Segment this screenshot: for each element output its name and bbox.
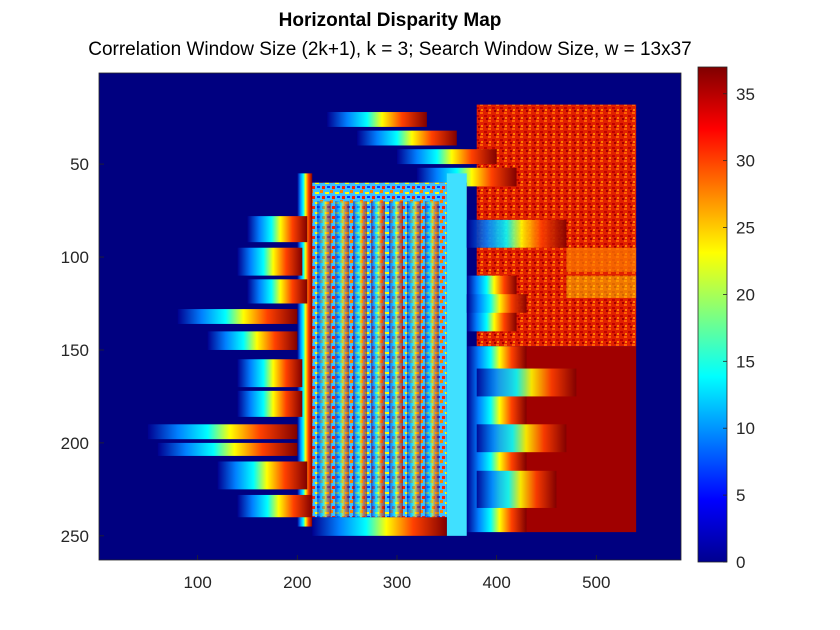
streak-left [237, 359, 303, 388]
axes-box [98, 72, 682, 561]
streak-left [157, 442, 298, 456]
streak-left [247, 216, 308, 243]
frame-column-streak [371, 201, 386, 518]
streak-left [247, 279, 308, 304]
streak-upper [396, 149, 497, 165]
streak-right [466, 219, 567, 248]
streak-upper [327, 112, 427, 127]
y-tick-label: 50 [70, 155, 89, 174]
y-tick-label: 250 [61, 527, 89, 546]
colorbar [697, 66, 728, 563]
frame-bottom [312, 517, 447, 536]
region-upper-right-streak [566, 275, 637, 298]
chart-title: Horizontal Disparity Map [278, 10, 502, 31]
frame-column-streak [406, 201, 421, 518]
y-tick-label: 200 [61, 434, 89, 453]
colorbar-tick-label: 10 [736, 419, 755, 438]
streak-upper [357, 130, 457, 146]
streak-left [207, 331, 298, 350]
streak-left [217, 461, 308, 490]
frame-column-streak [389, 201, 403, 518]
colorbar-ticks: 0 5 10 15 20 25 30 35 [723, 85, 755, 572]
streak-left [237, 494, 313, 518]
colorbar-tick-label: 35 [736, 85, 755, 104]
streak-left [147, 424, 298, 440]
x-tick-label: 300 [383, 573, 411, 592]
x-tick-label: 500 [582, 573, 610, 592]
streak-right [476, 470, 557, 508]
x-tick-label: 400 [482, 573, 510, 592]
y-tick-label: 100 [61, 248, 89, 267]
frame-right-post [446, 173, 467, 536]
streak-left [237, 247, 303, 276]
y-axis-ticks: 50 100 150 200 250 [61, 155, 104, 546]
colorbar-tick-label: 5 [736, 486, 745, 505]
streak-left [177, 309, 298, 324]
frame-column-streak [335, 201, 350, 518]
frame-column-streak [353, 201, 368, 518]
x-tick-label: 100 [183, 573, 211, 592]
region-upper-right-streak [566, 247, 637, 272]
disparity-heatmap [99, 73, 681, 560]
colorbar-tick-label: 25 [736, 219, 755, 238]
colorbar-tick-label: 15 [736, 352, 755, 371]
streak-left [237, 390, 303, 417]
x-axis-ticks: 100 200 300 400 500 [183, 555, 610, 592]
streak-right [476, 424, 567, 453]
x-tick-label: 200 [283, 573, 311, 592]
colorbar-tick-label: 20 [736, 285, 755, 304]
frame-column-streak [424, 201, 439, 518]
chart-subtitle: Correlation Window Size (2k+1), k = 3; S… [88, 39, 692, 60]
y-tick-label: 150 [61, 341, 89, 360]
colorbar-tick-label: 30 [736, 152, 755, 171]
colorbar-tick-label: 0 [736, 553, 745, 572]
frame-column-streak [317, 201, 332, 518]
streak-right [466, 294, 527, 313]
streak-right [476, 368, 577, 397]
